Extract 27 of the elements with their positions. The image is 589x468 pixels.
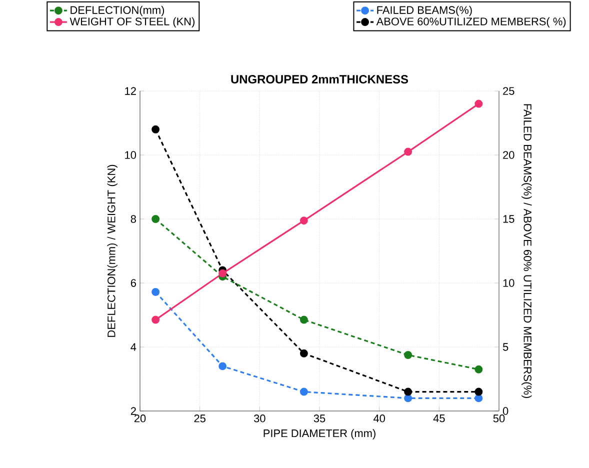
legend-label: WEIGHT OF STEEL (KN) [70,17,194,28]
legend-label: ABOVE 60%UTILIZED MEMBERS( %) [376,17,566,28]
y2-axis-title: FAILED BEAMS(%) / ABOVE 60% UTILIZED MEMBERS(%) [522,104,532,398]
x-tick-label: 45 [433,414,445,422]
x-tick-label: 20 [134,414,146,422]
y-tick-label: 6 [130,279,136,287]
y-axis-title: DEFLECTION(mm) / WEIGHT (KN) [107,164,118,337]
y2-tick-label: 0 [502,407,508,415]
x-tick-label: 50 [493,414,505,422]
y2-tick-label: 10 [503,279,514,287]
x-tick-label: 40 [373,414,385,422]
y-tick-label: 4 [130,343,136,351]
y2-tick-label: 25 [503,87,514,95]
x-tick-label: 25 [194,414,206,422]
y-tick-label: 12 [125,87,136,95]
y2-tick-label: 20 [503,151,514,159]
y2-tick-label: 5 [502,343,508,351]
y-tick-label: 8 [130,215,136,223]
legend-label: FAILED BEAMS(%) [377,6,472,16]
legend-label: DEFLECTION(mm) [70,6,164,16]
y-tick-label: 10 [125,151,136,159]
chart-title: UNGROUPED 2mmTHICKNESS [231,75,408,84]
y2-tick-label: 15 [503,215,514,223]
x-axis-title: PIPE DIAMETER (mm) [264,429,376,440]
x-tick-label: 35 [314,414,326,422]
x-tick-label: 30 [254,414,266,422]
y-tick-label: 2 [130,407,136,415]
